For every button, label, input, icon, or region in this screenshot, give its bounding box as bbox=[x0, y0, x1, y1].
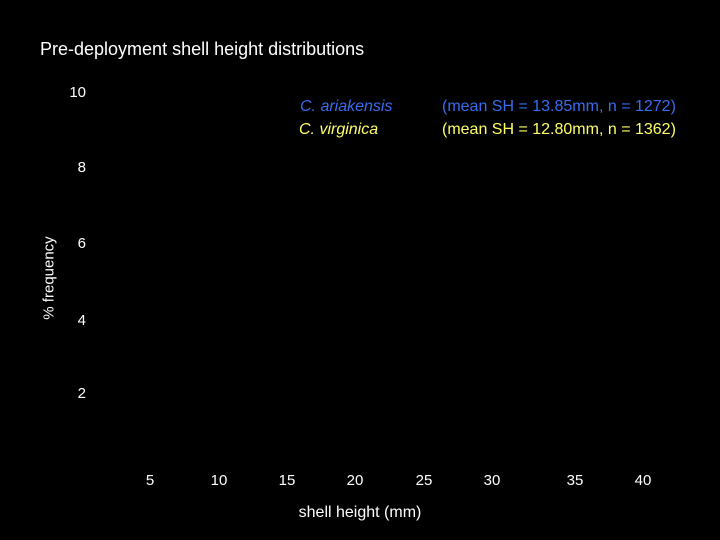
x-tick-label: 10 bbox=[211, 472, 228, 489]
x-tick-label: 20 bbox=[347, 472, 364, 489]
x-tick-label: 35 bbox=[567, 472, 584, 489]
x-axis-label: shell height (mm) bbox=[298, 504, 422, 521]
legend-series-virginica-name: C. virginica bbox=[299, 121, 379, 138]
legend-series-ariakensis-name: C. ariakensis bbox=[300, 98, 393, 115]
x-tick-label: 5 bbox=[146, 472, 154, 489]
y-tick-label: 10 bbox=[69, 84, 86, 101]
x-tick-label: 15 bbox=[279, 472, 296, 489]
chart-title: Pre-deployment shell height distribution… bbox=[40, 39, 365, 59]
legend-series-virginica-stats: (mean SH = 12.80mm, n = 1362) bbox=[442, 121, 676, 138]
legend-series-ariakensis-stats: (mean SH = 13.85mm, n = 1272) bbox=[442, 98, 676, 115]
x-tick-label: 30 bbox=[484, 472, 501, 489]
x-tick-label: 25 bbox=[416, 472, 433, 489]
y-tick-label: 2 bbox=[78, 385, 86, 402]
y-tick-label: 6 bbox=[78, 235, 86, 252]
y-tick-label: 4 bbox=[78, 312, 86, 329]
x-tick-label: 40 bbox=[635, 472, 652, 489]
y-tick-label: 8 bbox=[78, 159, 86, 176]
